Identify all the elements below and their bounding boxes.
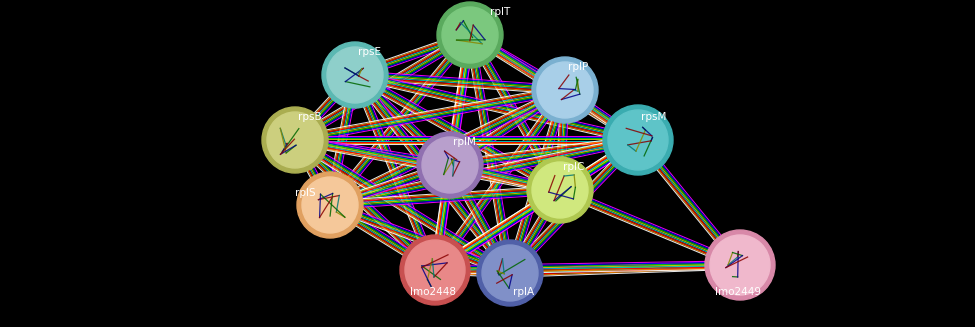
Circle shape bbox=[262, 107, 328, 173]
Text: lmo2448: lmo2448 bbox=[410, 287, 456, 297]
Circle shape bbox=[267, 112, 323, 168]
Circle shape bbox=[405, 240, 465, 300]
Text: lmo2449: lmo2449 bbox=[715, 287, 761, 297]
Text: rpsE: rpsE bbox=[358, 47, 381, 57]
Circle shape bbox=[302, 177, 358, 233]
Text: rpsB: rpsB bbox=[298, 112, 322, 122]
Circle shape bbox=[297, 172, 363, 238]
Circle shape bbox=[527, 157, 593, 223]
Circle shape bbox=[608, 110, 668, 170]
Text: rplP: rplP bbox=[568, 62, 588, 72]
Text: rpsM: rpsM bbox=[641, 112, 666, 122]
Text: rplS: rplS bbox=[295, 188, 316, 198]
Circle shape bbox=[437, 2, 503, 68]
Text: rplC: rplC bbox=[563, 162, 584, 172]
Circle shape bbox=[710, 235, 770, 295]
Circle shape bbox=[537, 62, 593, 118]
Circle shape bbox=[477, 240, 543, 306]
Circle shape bbox=[532, 57, 598, 123]
Circle shape bbox=[442, 7, 498, 63]
Text: rplT: rplT bbox=[490, 7, 510, 17]
Circle shape bbox=[417, 132, 483, 198]
Circle shape bbox=[705, 230, 775, 300]
Circle shape bbox=[422, 137, 478, 193]
Text: rplA: rplA bbox=[513, 287, 534, 297]
Circle shape bbox=[400, 235, 470, 305]
Circle shape bbox=[482, 245, 538, 301]
Circle shape bbox=[532, 162, 588, 218]
Text: rplM: rplM bbox=[453, 137, 476, 147]
Circle shape bbox=[327, 47, 383, 103]
Circle shape bbox=[603, 105, 673, 175]
Circle shape bbox=[322, 42, 388, 108]
